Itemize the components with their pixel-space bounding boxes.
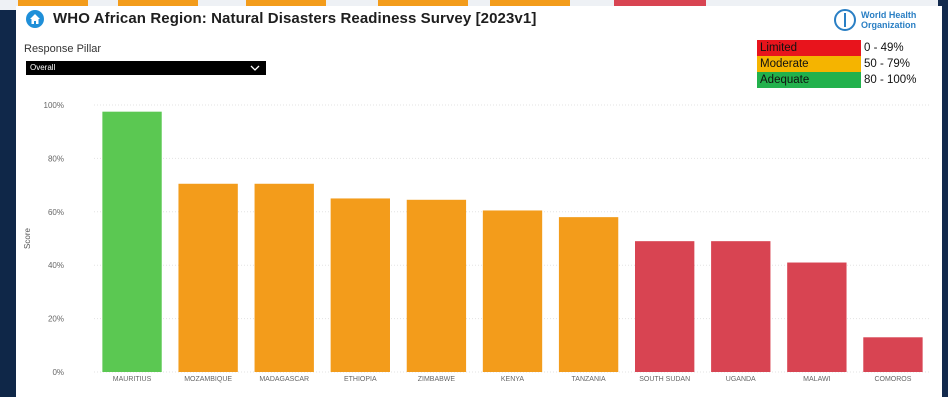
chevron-down-icon bbox=[250, 65, 260, 71]
legend-swatch-limited: Limited bbox=[757, 40, 861, 56]
page-title: WHO African Region: Natural Disasters Re… bbox=[53, 10, 537, 27]
bar-uganda bbox=[711, 241, 771, 372]
background-card bbox=[614, 0, 706, 8]
background-dark-right bbox=[938, 0, 948, 397]
background-card bbox=[246, 0, 326, 8]
legend-range-moderate: 50 - 79% bbox=[864, 58, 911, 70]
x-category-label: KENYA bbox=[501, 376, 525, 383]
x-category-label: COMOROS bbox=[874, 376, 911, 383]
response-pillar-dropdown[interactable]: Overall bbox=[26, 61, 266, 75]
bar-mauritius bbox=[102, 111, 162, 373]
report-panel: WHO African Region: Natural Disasters Re… bbox=[16, 6, 942, 397]
x-category-label: MADAGASCAR bbox=[259, 376, 309, 383]
background-dark-left bbox=[0, 150, 16, 397]
bar-madagascar bbox=[254, 183, 314, 372]
background-card bbox=[490, 0, 570, 8]
home-icon[interactable] bbox=[26, 10, 44, 28]
y-tick-label: 100% bbox=[44, 101, 64, 110]
legend-row-limited: Limited 0 - 49% bbox=[757, 40, 927, 56]
x-category-label: SOUTH SUDAN bbox=[639, 376, 690, 383]
bar-south-sudan bbox=[635, 241, 695, 372]
y-tick-label: 0% bbox=[52, 368, 64, 377]
legend-swatch-moderate: Moderate bbox=[757, 56, 861, 72]
x-category-label: TANZANIA bbox=[572, 376, 606, 383]
bar-tanzania bbox=[558, 217, 619, 372]
who-emblem-icon bbox=[834, 9, 856, 31]
bar-zimbabwe bbox=[406, 199, 467, 372]
legend-range-adequate: 80 - 100% bbox=[864, 74, 917, 86]
legend-range-limited: 0 - 49% bbox=[864, 42, 904, 54]
legend-row-moderate: Moderate 50 - 79% bbox=[757, 56, 927, 72]
bar-malawi bbox=[787, 262, 847, 372]
who-logo: World Health Organization bbox=[834, 9, 924, 31]
who-logo-line2: Organization bbox=[861, 20, 917, 30]
who-logo-line1: World Health bbox=[861, 10, 917, 20]
y-tick-label: 20% bbox=[48, 315, 64, 324]
bar-mozambique bbox=[178, 183, 238, 372]
legend: Limited 0 - 49% Moderate 50 - 79% Adequa… bbox=[757, 40, 927, 88]
background-report-strip bbox=[0, 0, 948, 10]
legend-row-adequate: Adequate 80 - 100% bbox=[757, 72, 927, 88]
background-card bbox=[118, 0, 198, 8]
y-tick-label: 40% bbox=[48, 261, 64, 270]
bar-ethiopia bbox=[330, 198, 390, 372]
x-category-label: UGANDA bbox=[726, 376, 756, 383]
who-logo-text: World Health Organization bbox=[861, 10, 916, 30]
x-category-label: ETHIOPIA bbox=[344, 376, 377, 383]
slicer-label: Response Pillar bbox=[24, 43, 102, 55]
background-card bbox=[378, 0, 468, 8]
x-category-label: ZIMBABWE bbox=[418, 376, 456, 383]
x-category-label: MAURITIUS bbox=[113, 376, 152, 383]
y-tick-label: 60% bbox=[48, 208, 64, 217]
x-category-label: MOZAMBIQUE bbox=[184, 376, 232, 383]
score-bar-chart: 0% 20% 40% 60% 80% 100% Score MAURITIUS MOZAMBIQ… bbox=[23, 101, 931, 383]
background-card bbox=[18, 0, 88, 8]
slicer-selected-value: Overall bbox=[30, 63, 56, 72]
bar-kenya bbox=[482, 210, 543, 372]
bar-comoros bbox=[863, 337, 923, 372]
x-category-label: MALAWI bbox=[803, 376, 830, 383]
report-header: WHO African Region: Natural Disasters Re… bbox=[16, 6, 942, 32]
legend-swatch-adequate: Adequate bbox=[757, 72, 861, 88]
y-axis-title: Score bbox=[23, 228, 32, 249]
y-tick-label: 80% bbox=[48, 154, 64, 163]
